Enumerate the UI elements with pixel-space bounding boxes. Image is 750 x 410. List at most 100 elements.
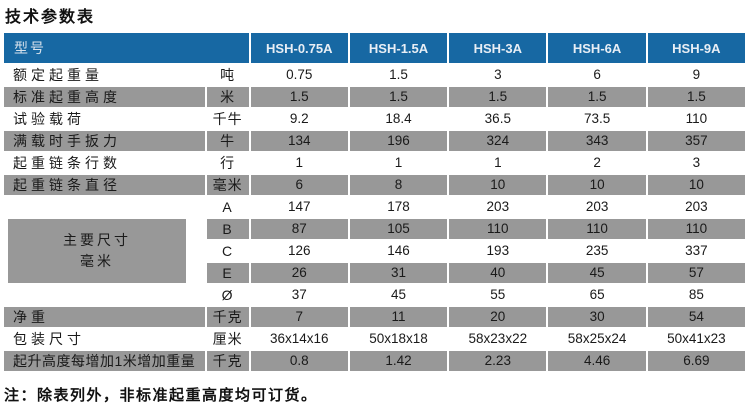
- table-row-hand-pull-full-load: 满载时手扳力 牛 134 196 324 343 357: [4, 131, 745, 151]
- cell-value: 1.5: [250, 87, 348, 107]
- cell-value: 6: [250, 175, 348, 195]
- cell-value: 50x41x23: [647, 329, 745, 349]
- table-row-rated-capacity: 额定起重量 吨 0.75 1.5 3 6 9: [4, 65, 745, 85]
- cell-value: 110: [449, 219, 547, 239]
- cell-value: 8: [349, 175, 448, 195]
- table-row-dimension-e: E 26 31 40 45 57: [4, 263, 745, 283]
- dim-letter-diameter: Ø: [206, 285, 249, 305]
- dim-letter: B: [206, 219, 249, 239]
- cell-value: 1: [449, 153, 547, 173]
- table-row-dimension-a: 主要尺寸 毫米 A 147 178 203 203 203: [4, 197, 745, 305]
- cell-value: 1.5: [548, 87, 646, 107]
- cell-value: 2.23: [449, 351, 547, 371]
- cell-value: 343: [548, 131, 646, 151]
- cell-value: 65: [548, 285, 646, 305]
- cell-value: 0.75: [250, 65, 348, 85]
- cell-value: 37: [250, 285, 348, 305]
- model-hsh-6a: HSH-6A: [548, 33, 646, 63]
- cell-value: 31: [349, 263, 448, 283]
- cell-value: 110: [647, 109, 745, 129]
- row-unit: 牛: [206, 131, 249, 151]
- cell-value: 0.8: [250, 351, 348, 371]
- cell-value: 203: [449, 197, 547, 217]
- cell-value: 1: [250, 153, 348, 173]
- table-row-weight-per-extra-meter: 起升高度每增加1米增加重量 千克 0.8 1.42 2.23 4.46 6.69: [4, 351, 745, 371]
- cell-value: 26: [250, 263, 348, 283]
- table-row-net-weight: 净重 千克 7 11 20 30 54: [4, 307, 745, 327]
- cell-value: 147: [250, 197, 348, 217]
- row-label: 标准起重高度: [4, 87, 205, 107]
- cell-value: 20: [449, 307, 547, 327]
- cell-value: 110: [647, 219, 745, 239]
- cell-value: 55: [449, 285, 547, 305]
- row-label: 试验载荷: [4, 109, 205, 129]
- row-unit: 千克: [206, 307, 249, 327]
- table-row-dimension-diameter: Ø 37 45 55 65 85: [4, 285, 745, 305]
- cell-value: 2: [548, 153, 646, 173]
- cell-value: 73.5: [548, 109, 646, 129]
- row-unit: 米: [206, 87, 249, 107]
- parameters-table-container: 型号 HSH-0.75A HSH-1.5A HSH-3A HSH-6A HSH-…: [2, 31, 748, 373]
- row-unit: 千克: [206, 351, 249, 371]
- cell-value: 85: [647, 285, 745, 305]
- row-unit: 千牛: [206, 109, 249, 129]
- cell-value: 134: [250, 131, 348, 151]
- cell-value: 11: [349, 307, 448, 327]
- row-label: 起重链条直径: [4, 175, 205, 195]
- cell-value: 58x23x22: [449, 329, 547, 349]
- cell-value: 45: [349, 285, 448, 305]
- cell-value: 357: [647, 131, 745, 151]
- cell-value: 110: [548, 219, 646, 239]
- cell-value: 40: [449, 263, 547, 283]
- cell-value: 30: [548, 307, 646, 327]
- cell-value: 10: [647, 175, 745, 195]
- row-label: 满载时手扳力: [4, 131, 205, 151]
- cell-value: 58x25x24: [548, 329, 646, 349]
- row-unit: 行: [206, 153, 249, 173]
- row-label: 起升高度每增加1米增加重量: [4, 351, 205, 371]
- row-label: 净重: [4, 307, 205, 327]
- cell-value: 178: [349, 197, 448, 217]
- cell-value: 1.42: [349, 351, 448, 371]
- cell-value: 10: [449, 175, 547, 195]
- cell-value: 9.2: [250, 109, 348, 129]
- cell-value: 9: [647, 65, 745, 85]
- cell-value: 3: [647, 153, 745, 173]
- table-row-packing-size: 包装尺寸 厘米 36x14x16 50x18x18 58x23x22 58x25…: [4, 329, 745, 349]
- row-label: 起重链条行数: [4, 153, 205, 173]
- cell-value: 126: [250, 241, 348, 261]
- cell-value: 337: [647, 241, 745, 261]
- parameters-table: 型号 HSH-0.75A HSH-1.5A HSH-3A HSH-6A HSH-…: [2, 31, 747, 373]
- cell-value: 36x14x16: [250, 329, 348, 349]
- model-hsh-3a: HSH-3A: [449, 33, 547, 63]
- cell-value: 196: [349, 131, 448, 151]
- table-row-chain-rows: 起重链条行数 行 1 1 1 2 3: [4, 153, 745, 173]
- cell-value: 50x18x18: [349, 329, 448, 349]
- cell-value: 7: [250, 307, 348, 327]
- model-hsh-9a: HSH-9A: [647, 33, 745, 63]
- cell-value: 4.46: [548, 351, 646, 371]
- cell-value: 203: [548, 197, 646, 217]
- main-dimensions-label-box: 主要尺寸 毫米: [8, 219, 186, 283]
- row-unit: 毫米: [206, 175, 249, 195]
- cell-value: 1.5: [449, 87, 547, 107]
- cell-value: 10: [548, 175, 646, 195]
- cell-value: 54: [647, 307, 745, 327]
- dim-letter: C: [206, 241, 249, 261]
- cell-value: 18.4: [349, 109, 448, 129]
- dim-letter: E: [206, 263, 249, 283]
- cell-value: 146: [349, 241, 448, 261]
- cell-value: 3: [449, 65, 547, 85]
- cell-value: 57: [647, 263, 745, 283]
- cell-value: 193: [449, 241, 547, 261]
- cell-value: 1.5: [647, 87, 745, 107]
- cell-value: 203: [647, 197, 745, 217]
- cell-value: 6: [548, 65, 646, 85]
- cell-value: 36.5: [449, 109, 547, 129]
- model-hsh-075a: HSH-0.75A: [250, 33, 348, 63]
- dim-letter: A: [206, 197, 249, 217]
- table-row-standard-lift-height: 标准起重高度 米 1.5 1.5 1.5 1.5 1.5: [4, 87, 745, 107]
- row-label: 包装尺寸: [4, 329, 205, 349]
- header-row: 型号 HSH-0.75A HSH-1.5A HSH-3A HSH-6A HSH-…: [4, 33, 745, 63]
- cell-value: 324: [449, 131, 547, 151]
